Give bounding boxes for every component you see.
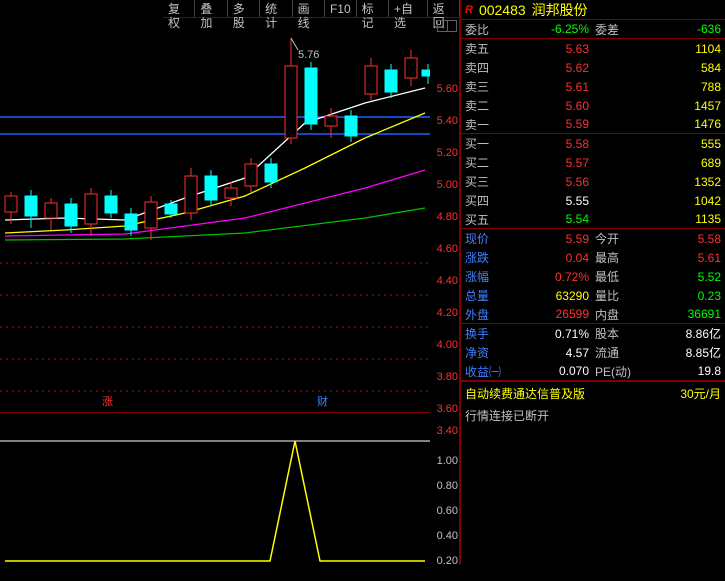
sub-tick: 0.60 <box>437 505 458 517</box>
toolbar-btn-返回[interactable]: 返回 <box>428 0 460 17</box>
stat-row: 换手 0.71% 股本 8.86亿 <box>461 324 725 343</box>
toolbar-btn-复权[interactable]: 复权 <box>163 0 195 17</box>
orderbook-row: 卖三 5.61 788 <box>461 77 725 96</box>
price-tick: 4.20 <box>437 307 458 319</box>
quote-row: 涨跌 0.04 最高 5.61 <box>461 248 725 267</box>
stock-code: 002483 <box>479 2 526 18</box>
quote-panel: R 002483 润邦股份 委比 -6.25% 委差 -636 卖五 5.63 … <box>460 0 725 564</box>
stat-row: 收益㈠ 0.070 PE(动) 19.8 <box>461 362 725 381</box>
orderbook-row: 卖二 5.60 1457 <box>461 96 725 115</box>
quote-row: 总量 63290 量比 0.23 <box>461 286 725 305</box>
orderbook-row: 买四 5.55 1042 <box>461 191 725 210</box>
commission-row: 委比 -6.25% 委差 -636 <box>461 20 725 39</box>
toolbar-btn-多股[interactable]: 多股 <box>228 0 260 17</box>
banner-price: 30元/月 <box>680 385 721 402</box>
orderbook-row: 买二 5.57 689 <box>461 153 725 172</box>
sub-tick: 0.40 <box>437 530 458 542</box>
sub-tick: 0.20 <box>437 555 458 567</box>
toolbar-btn-标记[interactable]: 标记 <box>357 0 389 17</box>
price-tick: 4.40 <box>437 275 458 287</box>
price-axis: 5.60 5.40 5.20 5.00 4.80 4.60 4.40 4.20 4.00 3.80… <box>430 36 460 431</box>
price-tick: 4.60 <box>437 243 458 255</box>
orderbook-row: 卖四 5.62 584 <box>461 58 725 77</box>
price-tick: 3.60 <box>437 403 458 415</box>
banner-text: 自动续费通达信普及版 <box>465 387 585 401</box>
svg-text:5.76: 5.76 <box>298 49 319 61</box>
stock-header[interactable]: R 002483 润邦股份 <box>461 0 725 20</box>
quote-row: 涨幅 0.72% 最低 5.52 <box>461 267 725 286</box>
weicha-value: -636 <box>635 22 721 36</box>
subscription-banner[interactable]: 自动续费通达信普及版 30元/月 <box>461 381 725 405</box>
price-tick: 5.00 <box>437 179 458 191</box>
sub-tick: 0.80 <box>437 480 458 492</box>
weibi-label: 委比 <box>465 21 505 38</box>
chart-area: 5.76 涨 财 5.60 5.40 5.20 5.00 4.80 4.60 4.40 4.2… <box>0 18 460 564</box>
price-tick: 5.60 <box>437 83 458 95</box>
weibi-value: -6.25% <box>505 22 595 36</box>
margin-badge: R <box>465 4 473 16</box>
quote-row: 外盘 26599 内盘 36691 <box>461 305 725 324</box>
quote-row: 现价 5.59 今开 5.58 <box>461 229 725 248</box>
sub-tick: 1.00 <box>437 455 458 467</box>
toolbar-btn-叠加[interactable]: 叠加 <box>195 0 227 17</box>
price-tick: 3.80 <box>437 371 458 383</box>
connection-status: 行情连接已断开 <box>461 405 725 426</box>
weicha-label: 委差 <box>595 21 635 38</box>
stat-row: 净资 4.57 流通 8.85亿 <box>461 343 725 362</box>
toolbar: 复权叠加多股统计画线F10标记+自选返回 <box>163 0 460 18</box>
orderbook-row: 卖五 5.63 1104 <box>461 39 725 58</box>
price-tick: 5.40 <box>437 115 458 127</box>
price-tick: 4.00 <box>437 339 458 351</box>
price-tick: 5.20 <box>437 147 458 159</box>
orderbook-row: 买五 5.54 1135 <box>461 210 725 229</box>
price-tick: 4.80 <box>437 211 458 223</box>
orderbook-row: 买三 5.56 1352 <box>461 172 725 191</box>
toolbar-btn-+自选[interactable]: +自选 <box>389 0 428 17</box>
sub-indicator-chart[interactable] <box>0 413 430 563</box>
label-cai: 财 <box>317 393 328 409</box>
toolbar-btn-统计[interactable]: 统计 <box>260 0 292 17</box>
sub-axis: 1.00 0.80 0.60 0.40 0.20 <box>430 431 460 581</box>
orderbook-row: 卖一 5.59 1476 <box>461 115 725 134</box>
main-candlestick-chart[interactable]: 5.76 涨 财 <box>0 18 430 413</box>
toolbar-btn-画线[interactable]: 画线 <box>293 0 325 17</box>
stock-name: 润邦股份 <box>532 0 588 20</box>
label-zhang: 涨 <box>102 393 113 409</box>
orderbook-row: 买一 5.58 555 <box>461 134 725 153</box>
toolbar-btn-F10[interactable]: F10 <box>325 0 357 17</box>
